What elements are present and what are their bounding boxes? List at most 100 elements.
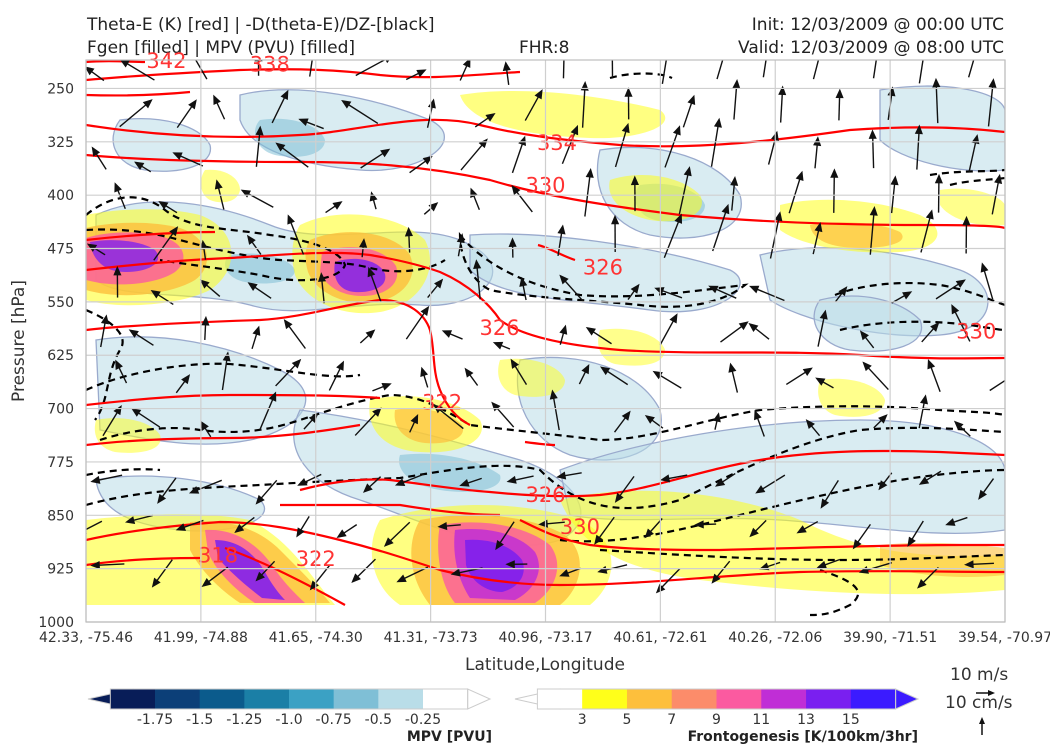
wind-arrowhead [404, 226, 413, 237]
wind-arrow [731, 181, 736, 211]
wind-arrowhead [534, 89, 543, 100]
wind-arrowhead [802, 367, 813, 376]
wind-arrowhead [732, 79, 741, 89]
wind-arrowhead [213, 94, 221, 105]
wind-arrow [682, 99, 694, 128]
fgen-colorbar-tick: 11 [752, 712, 770, 728]
wind-arrowhead [721, 203, 730, 215]
wind-arrow [476, 264, 481, 300]
wind-arrowhead [819, 309, 828, 320]
wind-arrowhead [396, 574, 407, 583]
theta-e-label: 326 [583, 255, 623, 279]
x-tick-label: 42.33, -75.46 [39, 630, 133, 646]
wind-arrowhead [907, 536, 916, 547]
wind-arrowhead [869, 206, 878, 216]
mpv-colorbar-swatch [110, 689, 156, 709]
wind-arrowhead [728, 362, 737, 373]
wind-arrowhead [1011, 372, 1019, 378]
wind-arrowhead [600, 366, 611, 376]
mpv-colorbar-swatch [289, 689, 335, 709]
wind-arrowhead [660, 474, 671, 483]
wind-arrowhead [964, 560, 974, 569]
wind-arrowhead [918, 476, 930, 485]
wind-arrowhead [838, 286, 848, 297]
wind-arrowhead [246, 234, 256, 245]
axes: 42.33, -75.46 41.99, -74.88 41.65, -74.30 4… [38, 59, 1050, 646]
wind-arrowhead [188, 99, 197, 110]
wind-arrow [812, 60, 820, 80]
fgen-colorbar-swatch [626, 689, 673, 709]
fgen-colorbar-swatch [716, 689, 762, 709]
wind-arrowhead [609, 32, 615, 39]
wind-key-horizontal-arrowhead [988, 690, 995, 696]
wind-arrowhead [630, 283, 640, 294]
wind-key-vertical-arrowhead [979, 717, 985, 724]
wind-arrow [360, 151, 386, 169]
wind-arrow [812, 227, 820, 255]
fgen-colorbar-tick: 9 [712, 712, 721, 728]
wind-arrow [562, 278, 585, 303]
wind-arrow [969, 562, 994, 566]
wind-arrowhead [252, 325, 261, 336]
wind-arrowhead [427, 98, 436, 109]
y-axis-label: Pressure [hPa] [9, 280, 29, 402]
wind-arrowhead [644, 528, 654, 539]
wind-arrowhead [464, 367, 474, 378]
wind-arrowhead [420, 305, 430, 316]
wind-arrowhead [795, 170, 804, 181]
wind-arrow [581, 86, 586, 128]
wind-arrowhead [291, 358, 302, 369]
wind-arrowhead [113, 265, 122, 276]
wind-arrowhead [351, 573, 361, 583]
wind-arrowhead [945, 518, 956, 526]
wind-arrow [409, 158, 429, 174]
wind-arrowhead [420, 366, 429, 377]
wind-arrow [968, 139, 977, 173]
wind-arrowhead [764, 46, 770, 53]
wind-arrow [497, 521, 515, 546]
wind-arrowhead [175, 523, 187, 531]
wind-arrowhead [336, 529, 347, 538]
wind-arrowhead [559, 569, 570, 577]
wind-arrow [918, 399, 926, 429]
wind-arrow [614, 128, 628, 168]
wind-arrowhead [298, 118, 309, 127]
wind-arrow [935, 281, 962, 300]
wind-arrow [255, 131, 261, 167]
wind-arrowhead [416, 69, 427, 78]
wind-arrowhead [559, 274, 569, 285]
wind-arrowhead [200, 420, 209, 431]
wind-arrow [176, 103, 195, 129]
wind-arrow [785, 369, 809, 386]
wind-arrowhead [561, 34, 567, 41]
wind-arrowhead [630, 175, 639, 186]
wind-arrowhead [621, 122, 630, 134]
wind-arrow [514, 189, 533, 213]
wind-arrowhead [508, 237, 517, 248]
x-tick-label: 40.61, -72.61 [613, 630, 707, 646]
wind-arrowhead [672, 125, 681, 136]
wind-arrowhead [275, 142, 286, 152]
wind-arrowhead [713, 117, 722, 128]
wind-arrow [271, 94, 287, 124]
wind-arrowhead [878, 414, 888, 424]
wind-arrow [779, 91, 784, 123]
wind-arrowhead [450, 568, 461, 577]
wind-key-horizontal-label: 10 m/s [950, 665, 1008, 685]
wind-arrowhead [234, 523, 245, 533]
wind-arrow [552, 395, 560, 431]
fgen-colorbar-swatch [582, 689, 628, 709]
wind-arrow [833, 174, 836, 213]
wind-arrowhead [738, 321, 749, 331]
wind-arrowhead [962, 215, 971, 226]
theta-e-label: 318 [198, 543, 238, 567]
wind-arrowhead [749, 527, 759, 538]
wind-arrow [664, 130, 679, 168]
wind-arrowhead [492, 341, 504, 350]
wind-arrowhead [189, 48, 195, 56]
wind-arrow [96, 563, 125, 566]
wind-arrow [762, 60, 767, 78]
wind-arrow [135, 410, 161, 428]
fgen-colorbar-swatch [671, 689, 717, 709]
wind-arrowhead [930, 322, 940, 332]
